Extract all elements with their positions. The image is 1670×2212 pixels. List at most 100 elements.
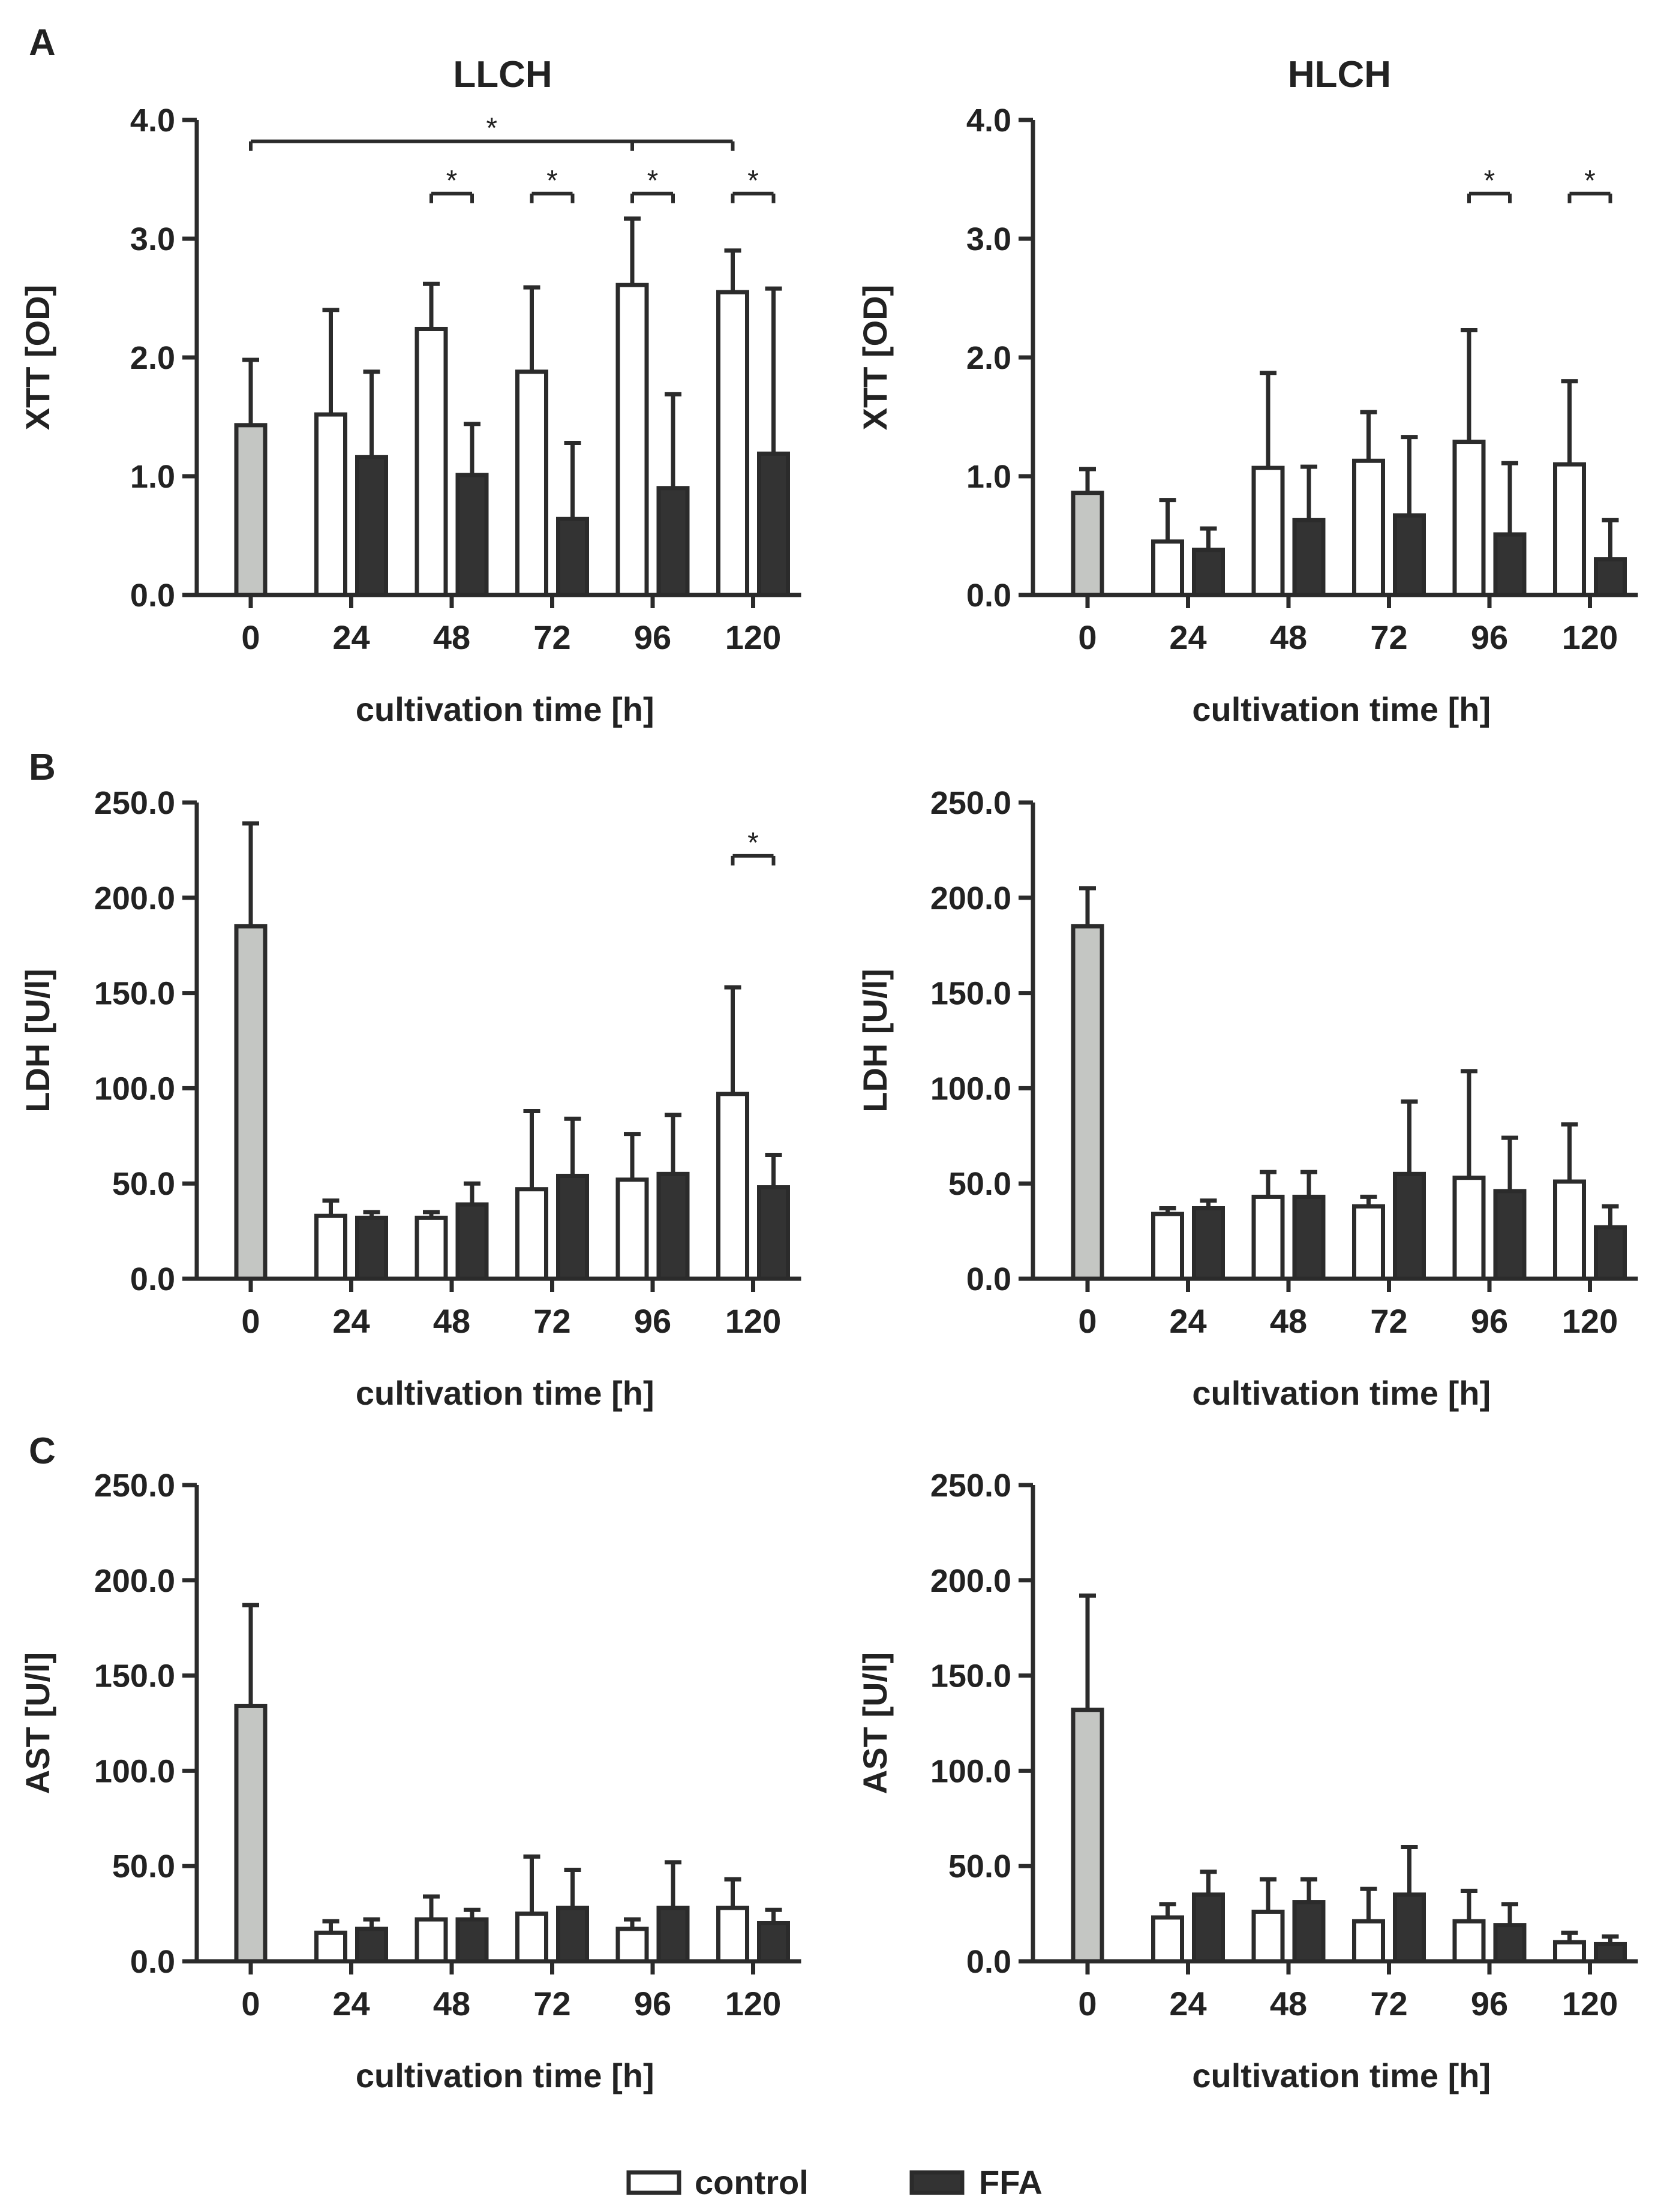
bar-control <box>1352 458 1385 597</box>
significance-star: * <box>1584 165 1596 197</box>
x-axis-title: cultivation time [h] <box>1192 690 1491 728</box>
x-tick-label: 120 <box>725 1302 781 1340</box>
x-tick-label: 72 <box>533 1985 570 2022</box>
y-axis-title: XTT [OD] <box>856 285 894 431</box>
x-tick-label: 24 <box>332 1302 370 1340</box>
bar-ffa <box>1192 1892 1225 1964</box>
legend-swatch-control <box>626 2170 681 2195</box>
bar-control <box>1352 1204 1385 1281</box>
y-tick-label: 150.0 <box>930 976 1011 1012</box>
bar-control <box>615 1177 649 1281</box>
x-tick-label: 96 <box>634 618 671 656</box>
significance-star: * <box>486 113 497 145</box>
y-tick-label: 0.0 <box>130 1944 175 1980</box>
y-tick-label: 0.0 <box>966 578 1011 614</box>
bar-baseline <box>234 1703 268 1964</box>
y-tick-label: 2.0 <box>966 340 1011 376</box>
y-tick-label: 0.0 <box>130 578 175 614</box>
legend-swatch-ffa <box>909 2170 965 2195</box>
y-axis-title: AST [U/l] <box>856 1652 894 1794</box>
bar-control <box>1251 1194 1285 1281</box>
chart-c-llch: 0.0 50.0 100.0 150.0 200.0 250.0 0 24 48 72 96 120 c… <box>19 1468 801 2094</box>
bar-ffa <box>757 1185 790 1281</box>
significance-star: * <box>747 165 759 197</box>
x-tick-label: 72 <box>533 618 570 656</box>
y-tick-label: 50.0 <box>948 1849 1011 1885</box>
bar-ffa <box>1292 518 1326 597</box>
x-tick-label: 24 <box>1169 1302 1206 1340</box>
x-tick-label: 96 <box>634 1302 671 1340</box>
bar-control <box>1553 1179 1586 1281</box>
y-tick-label: 250.0 <box>94 1468 175 1504</box>
bar-baseline <box>1071 924 1104 1281</box>
bar-control <box>1352 1919 1385 1964</box>
y-tick-label: 0.0 <box>966 1944 1011 1980</box>
y-tick-label: 150.0 <box>94 976 175 1012</box>
column-title-llch: LLCH <box>453 54 552 95</box>
significance-star: * <box>1484 165 1495 197</box>
y-tick-label: 100.0 <box>930 1071 1011 1107</box>
significance-star: * <box>747 827 759 859</box>
bar-control <box>1553 462 1586 597</box>
x-tick-label: 96 <box>634 1985 671 2022</box>
bar-ffa <box>757 1921 790 1964</box>
x-tick-label: 0 <box>241 618 260 656</box>
bar-control <box>515 1912 548 1964</box>
panel-letter-b: B <box>29 747 56 788</box>
bar-control <box>314 412 347 597</box>
y-tick-label: 4.0 <box>966 103 1011 139</box>
y-tick-label: 0.0 <box>966 1261 1011 1297</box>
y-tick-label: 4.0 <box>130 103 175 139</box>
bar-baseline <box>1071 1708 1104 1964</box>
y-tick-label: 250.0 <box>930 1468 1011 1504</box>
bar-ffa <box>656 1906 690 1964</box>
significance-star: * <box>546 165 558 197</box>
bar-ffa <box>355 1215 388 1281</box>
y-tick-label: 3.0 <box>130 221 175 257</box>
x-tick-label: 48 <box>433 1985 470 2022</box>
x-axis-title: cultivation time [h] <box>1192 1374 1491 1412</box>
x-tick-label: 0 <box>1078 1985 1097 2022</box>
x-tick-label: 48 <box>433 1302 470 1340</box>
x-tick-label: 96 <box>1471 618 1508 656</box>
legend-label-control: control <box>695 2163 809 2201</box>
bar-ffa <box>1594 1225 1627 1281</box>
y-axis-title: AST [U/l] <box>19 1652 56 1794</box>
bar-control <box>1452 1176 1486 1281</box>
chart-c-hlch: 0.0 50.0 100.0 150.0 200.0 250.0 0 24 48 72 96 120 c… <box>856 1468 1638 2094</box>
x-tick-label: 0 <box>241 1985 260 2022</box>
chart-b-hlch: 0.0 50.0 100.0 150.0 200.0 250.0 0 24 48 72 96 120 c… <box>856 785 1638 1412</box>
x-tick-label: 48 <box>433 618 470 656</box>
bar-control <box>415 326 448 597</box>
y-tick-label: 1.0 <box>966 459 1011 495</box>
x-tick-label: 96 <box>1471 1985 1508 2022</box>
y-tick-label: 250.0 <box>930 785 1011 821</box>
x-tick-label: 120 <box>725 618 781 656</box>
x-tick-label: 120 <box>1562 1302 1618 1340</box>
bar-ffa <box>1393 513 1426 597</box>
x-axis-title: cultivation time [h] <box>1192 2057 1491 2094</box>
bar-control <box>615 282 649 597</box>
bar-ffa <box>1192 548 1225 597</box>
x-tick-label: 0 <box>1078 1302 1097 1340</box>
bar-ffa <box>455 473 489 597</box>
bar-control <box>314 1930 347 1964</box>
bar-control <box>1151 539 1184 597</box>
y-tick-label: 100.0 <box>94 1753 175 1789</box>
panel-letter-a: A <box>29 22 56 64</box>
y-tick-label: 50.0 <box>112 1849 175 1885</box>
bar-control <box>716 1092 749 1281</box>
x-axis-title: cultivation time [h] <box>356 690 654 728</box>
x-tick-label: 72 <box>533 1302 570 1340</box>
bar-ffa <box>1493 1923 1527 1964</box>
y-axis-title: LDH [U/l] <box>856 969 894 1113</box>
significance-star: * <box>446 165 458 197</box>
x-tick-label: 120 <box>1562 1985 1618 2022</box>
bar-ffa <box>556 1173 589 1281</box>
x-tick-label: 24 <box>1169 1985 1206 2022</box>
bar-ffa <box>556 1906 589 1964</box>
legend-label-ffa: FFA <box>979 2163 1043 2201</box>
x-axis-title: cultivation time [h] <box>356 1374 654 1412</box>
bar-ffa <box>656 486 690 597</box>
